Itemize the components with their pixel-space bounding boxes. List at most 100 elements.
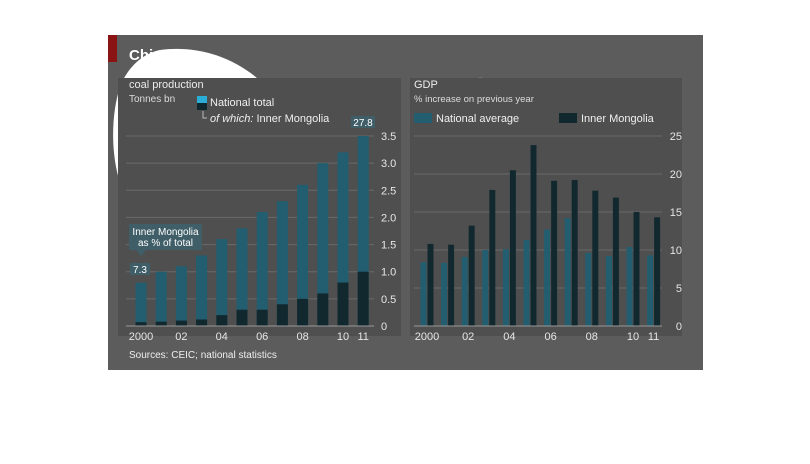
annotation-line-2: as % of total [138, 238, 193, 249]
coal-bar-inner [297, 298, 309, 326]
coal-y-tick-label: 1.0 [381, 267, 396, 279]
gdp-bar-national [605, 256, 612, 326]
gdp-bar-inner [509, 170, 516, 326]
gdp-bar-national [502, 249, 509, 326]
annotation-box [129, 224, 202, 250]
gdp-bar-national [441, 262, 448, 326]
coal-bar-total [175, 266, 187, 326]
coal-x-tick-label: 10 [337, 331, 349, 343]
gdp-y-tick-label: 0 [676, 321, 682, 333]
sources-note: Sources: CEIC; national statistics [129, 350, 277, 361]
coal-bar-inner [135, 322, 147, 326]
coal-y-tick-label: 3.5 [381, 131, 396, 143]
coal-y-tick-label: 0 [381, 321, 387, 333]
gdp-x-tick-label: 02 [462, 331, 474, 343]
gdp-y-tick-label: 10 [670, 245, 682, 257]
gdp-bar-national [420, 262, 427, 326]
coal-bar-inner [256, 309, 268, 326]
coal-x-tick-label: 11 [357, 331, 368, 343]
gdp-bar-national [461, 256, 468, 326]
annotation-pointer [136, 250, 146, 256]
annotation-first-value: 7.3 [133, 265, 147, 276]
coal-bar-inner [337, 282, 349, 326]
coal-chart-title: coal production [129, 79, 204, 91]
annotation-first-box [130, 263, 150, 275]
coal-y-tick-label: 2.5 [381, 185, 396, 197]
gdp-x-tick-label: 10 [627, 331, 639, 343]
gdp-bar-national [564, 218, 571, 326]
coal-bar-total [196, 255, 208, 326]
coal-x-tick-label: 06 [256, 331, 268, 343]
coal-bar-inner [216, 315, 228, 326]
coal-bar-total [216, 239, 228, 326]
coal-bar-total [135, 282, 147, 326]
legend-national-total: National total [210, 97, 274, 109]
coal-bar-inner [317, 293, 329, 326]
coal-bar-inner [236, 309, 248, 326]
coal-bar-total [297, 184, 309, 326]
coal-y-tick-label: 3.0 [381, 158, 396, 170]
gdp-x-tick-label: 06 [544, 331, 556, 343]
legend-swatch-national-total [197, 96, 207, 103]
gdp-y-tick-label: 15 [670, 207, 682, 219]
legend-national-average: National average [436, 113, 519, 125]
coal-bar-total [276, 201, 288, 326]
coal-bar-inner [276, 304, 288, 326]
legend-of-which: of which: [210, 113, 253, 125]
gdp-bar-inner [571, 180, 578, 326]
legend-gdp-inner-mongolia: Inner Mongolia [581, 113, 655, 125]
gdp-bar-national [647, 255, 654, 326]
gdp-x-tick-label: 2000 [415, 331, 439, 343]
coal-y-tick-label: 2.0 [381, 212, 396, 224]
gdp-bar-inner [654, 217, 661, 326]
legend-inner-mongolia-text: of which: Inner Mongolia [210, 113, 330, 125]
gdp-x-tick-label: 08 [586, 331, 598, 343]
gdp-x-tick-label: 04 [503, 331, 515, 343]
brand-red-bar [108, 35, 117, 62]
legend-swatch-gdp-inner-mongolia [559, 113, 577, 123]
legend-swatch-inner-mongolia [197, 103, 207, 110]
annotation-line-1: Inner Mongolia [132, 227, 199, 238]
coal-bar-total [236, 228, 248, 326]
gdp-y-tick-label: 5 [676, 283, 682, 295]
coal-bar-total [256, 212, 268, 326]
legend-swatch-national-average [414, 113, 432, 123]
annotation-last-box [351, 116, 375, 128]
coal-bar-inner [175, 320, 187, 326]
gdp-bar-national [544, 229, 551, 326]
gdp-bar-inner [530, 145, 537, 326]
coal-y-tick-label: 0.5 [381, 294, 396, 306]
coal-bar-total [317, 163, 329, 326]
gdp-bar-inner [468, 225, 475, 326]
legend-connector [202, 111, 207, 119]
gdp-bar-inner [612, 197, 619, 326]
coal-x-tick-label: 08 [296, 331, 308, 343]
coal-bar-inner [155, 321, 167, 326]
coal-y-tick-label: 1.5 [381, 240, 396, 252]
gdp-bar-national [523, 240, 530, 326]
coal-x-tick-label: 02 [175, 331, 187, 343]
coal-bar-total [357, 136, 369, 326]
gdp-bar-national [482, 250, 489, 326]
coal-chart-subtitle: Tonnes bn [129, 94, 175, 105]
coal-bar-inner [196, 319, 208, 326]
annotation-last-value: 27.8 [353, 118, 373, 129]
gdp-bar-inner [592, 190, 599, 326]
gdp-chart-title: GDP [414, 79, 438, 91]
coal-x-tick-label: 2000 [129, 331, 153, 343]
coal-bar-total [155, 271, 167, 326]
gdp-bar-national [626, 246, 633, 326]
gdp-bar-inner [489, 189, 496, 326]
coal-bar-total [337, 152, 349, 326]
coal-x-tick-label: 04 [216, 331, 228, 343]
gdp-bar-inner [448, 244, 455, 326]
gdp-y-tick-label: 20 [670, 169, 682, 181]
gdp-chart-subtitle: % increase on previous year [414, 94, 534, 105]
gdp-bar-national [585, 253, 592, 326]
gdp-bar-inner [427, 243, 434, 326]
gdp-bar-inner [551, 180, 558, 326]
gdp-y-tick-label: 25 [670, 131, 682, 143]
gdp-bar-inner [633, 212, 640, 326]
gdp-x-tick-label: 11 [648, 331, 659, 343]
